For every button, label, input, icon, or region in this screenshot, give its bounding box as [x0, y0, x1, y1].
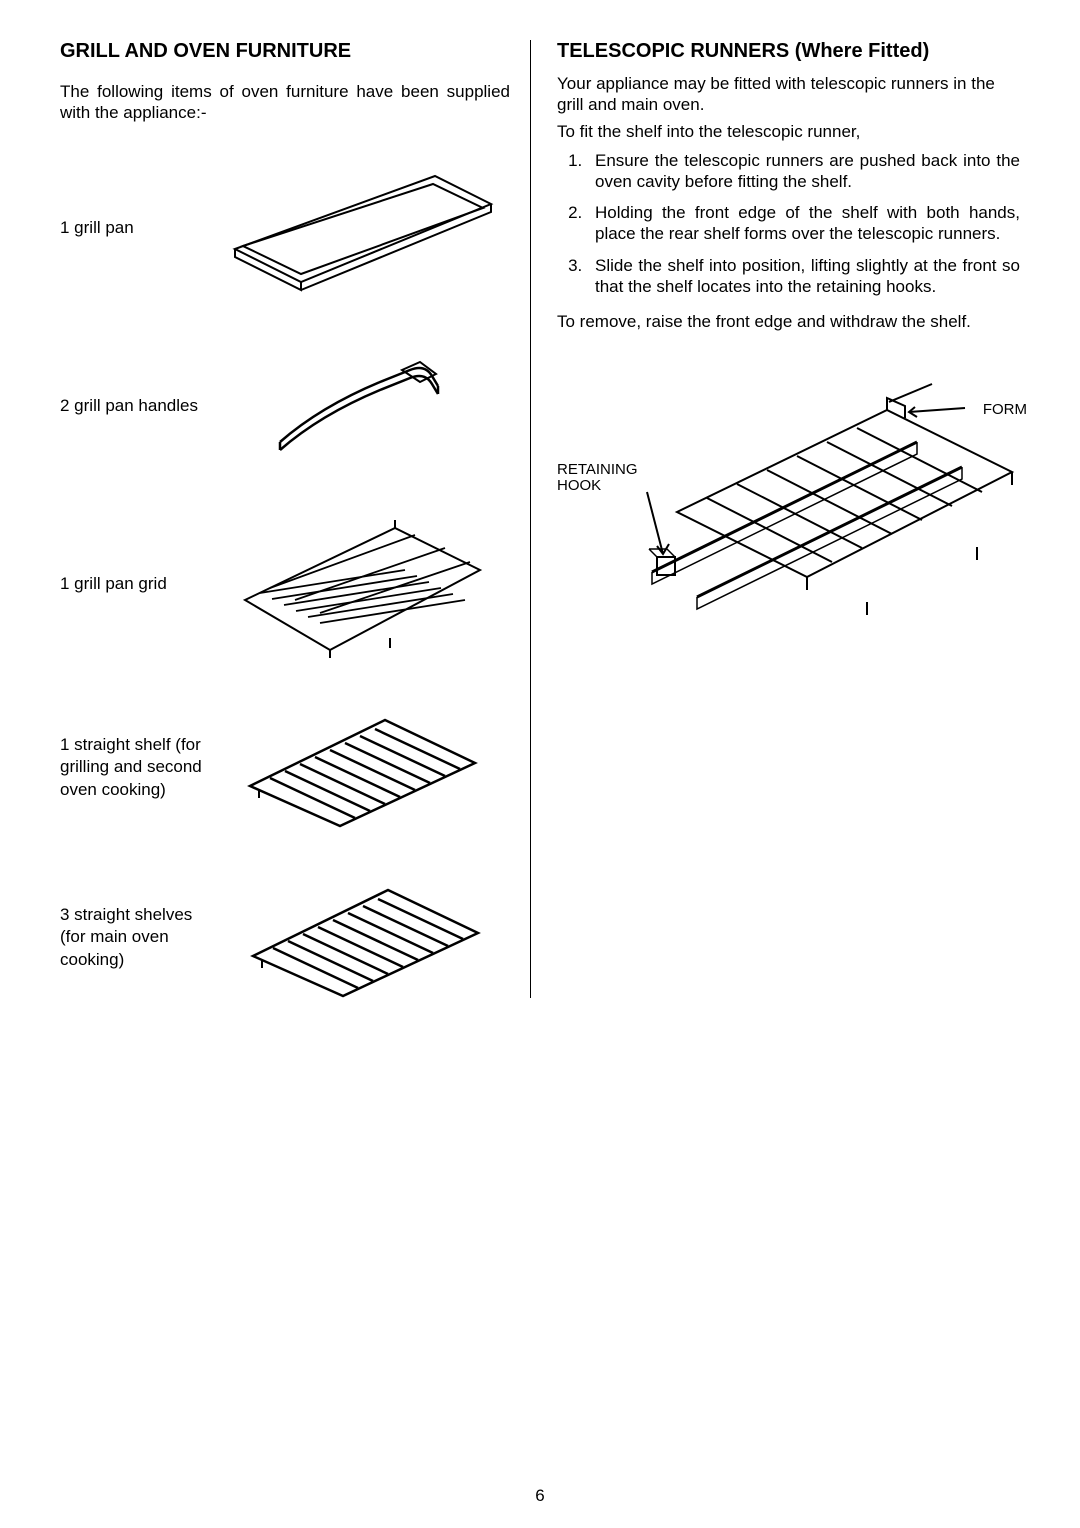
- grill-pan-grid-icon: [210, 510, 510, 660]
- furniture-item: 2 grill pan handles: [60, 352, 510, 462]
- right-intro-1: Your appliance may be fitted with telesc…: [557, 73, 1020, 116]
- right-heading: TELESCOPIC RUNNERS (Where Fitted): [557, 40, 1020, 63]
- runner-svg: [557, 372, 1037, 652]
- left-column: GRILL AND OVEN FURNITURE The following i…: [60, 40, 530, 998]
- left-heading: GRILL AND OVEN FURNITURE: [60, 40, 510, 63]
- furniture-item: 1 straight shelf (for grilling and secon…: [60, 708, 510, 828]
- step-item: Holding the front edge of the shelf with…: [587, 202, 1020, 245]
- step-item: Slide the shelf into position, lifting s…: [587, 255, 1020, 298]
- furniture-item: 1 grill pan: [60, 154, 510, 304]
- step-item: Ensure the telescopic runners are pushed…: [587, 150, 1020, 193]
- left-intro: The following items of oven furniture ha…: [60, 81, 510, 124]
- retaining-hook-label-2: HOOK: [557, 478, 601, 495]
- right-column: TELESCOPIC RUNNERS (Where Fitted) Your a…: [530, 40, 1020, 998]
- item-label: 1 straight shelf (for grilling and secon…: [60, 734, 210, 800]
- item-label: 1 grill pan: [60, 217, 210, 239]
- straight-shelf-icon: [210, 708, 510, 828]
- furniture-item: 3 straight shelves (for main oven cookin…: [60, 878, 510, 998]
- grill-pan-handle-icon: [210, 352, 510, 462]
- remove-instruction: To remove, raise the front edge and with…: [557, 311, 1020, 332]
- page-number: 6: [0, 1486, 1080, 1506]
- item-label: 2 grill pan handles: [60, 395, 210, 417]
- furniture-item: 1 grill pan grid: [60, 510, 510, 660]
- grill-pan-icon: [210, 154, 510, 304]
- page: GRILL AND OVEN FURNITURE The following i…: [0, 0, 1080, 1528]
- columns: GRILL AND OVEN FURNITURE The following i…: [60, 40, 1020, 998]
- form-label: FORM: [983, 402, 1027, 419]
- item-label: 3 straight shelves (for main oven cookin…: [60, 904, 215, 970]
- steps-list: Ensure the telescopic runners are pushed…: [557, 150, 1020, 298]
- runner-diagram: FORM RETAINING HOOK: [557, 372, 1037, 652]
- item-label: 1 grill pan grid: [60, 573, 210, 595]
- straight-shelves-icon: [215, 878, 510, 998]
- right-intro-2: To fit the shelf into the telescopic run…: [557, 122, 1020, 142]
